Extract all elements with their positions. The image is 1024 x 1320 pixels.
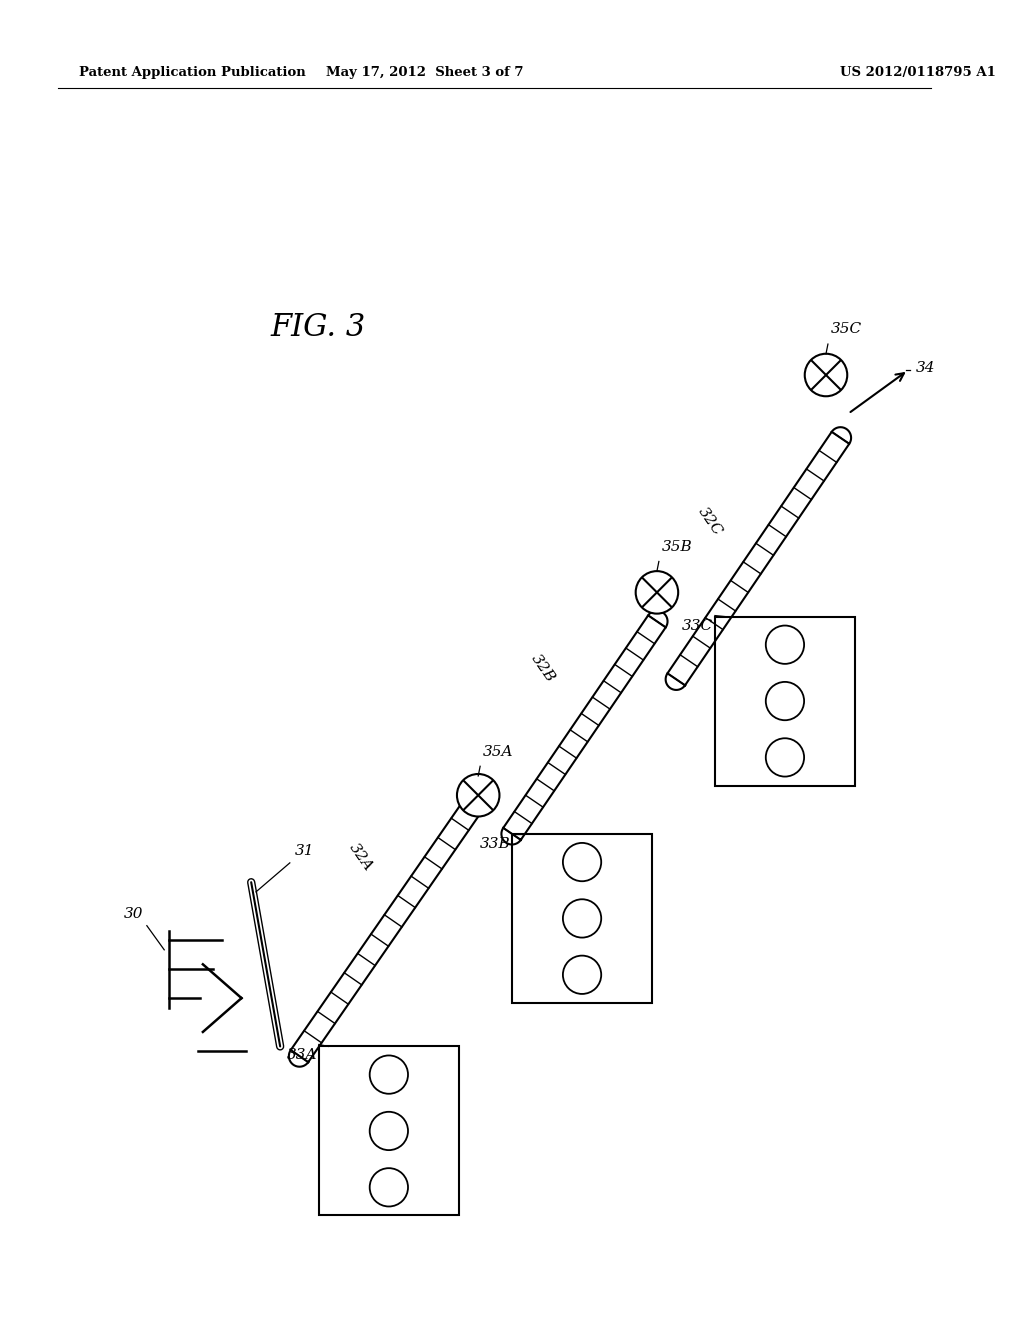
Circle shape: [457, 774, 500, 817]
Circle shape: [766, 626, 804, 664]
Text: Patent Application Publication: Patent Application Publication: [79, 66, 306, 79]
Text: 33B: 33B: [479, 837, 510, 851]
Circle shape: [766, 682, 804, 721]
Text: 35C: 35C: [830, 322, 862, 337]
Polygon shape: [291, 799, 482, 1063]
Text: 32B: 32B: [528, 652, 557, 685]
Text: 32C: 32C: [695, 506, 725, 539]
Circle shape: [563, 843, 601, 882]
Text: FIG. 3: FIG. 3: [270, 313, 366, 343]
Text: 30: 30: [124, 907, 143, 921]
Circle shape: [805, 354, 847, 396]
Text: 32A: 32A: [346, 841, 375, 874]
Text: US 2012/0118795 A1: US 2012/0118795 A1: [841, 66, 996, 79]
Text: 31: 31: [295, 843, 314, 858]
Text: 33C: 33C: [682, 619, 713, 634]
Circle shape: [370, 1111, 408, 1150]
Bar: [512, 834, 652, 1003]
Bar: [715, 616, 855, 785]
Circle shape: [370, 1168, 408, 1206]
Text: May 17, 2012  Sheet 3 of 7: May 17, 2012 Sheet 3 of 7: [327, 66, 524, 79]
Text: 34: 34: [915, 362, 935, 375]
Bar: [318, 1047, 459, 1216]
Circle shape: [563, 899, 601, 937]
Text: 35B: 35B: [662, 540, 692, 553]
Polygon shape: [668, 432, 849, 685]
Polygon shape: [503, 615, 666, 840]
Circle shape: [563, 956, 601, 994]
Circle shape: [636, 572, 678, 614]
Text: 35A: 35A: [483, 744, 514, 759]
Text: 33A: 33A: [287, 1048, 316, 1063]
Circle shape: [766, 738, 804, 776]
Circle shape: [370, 1056, 408, 1094]
